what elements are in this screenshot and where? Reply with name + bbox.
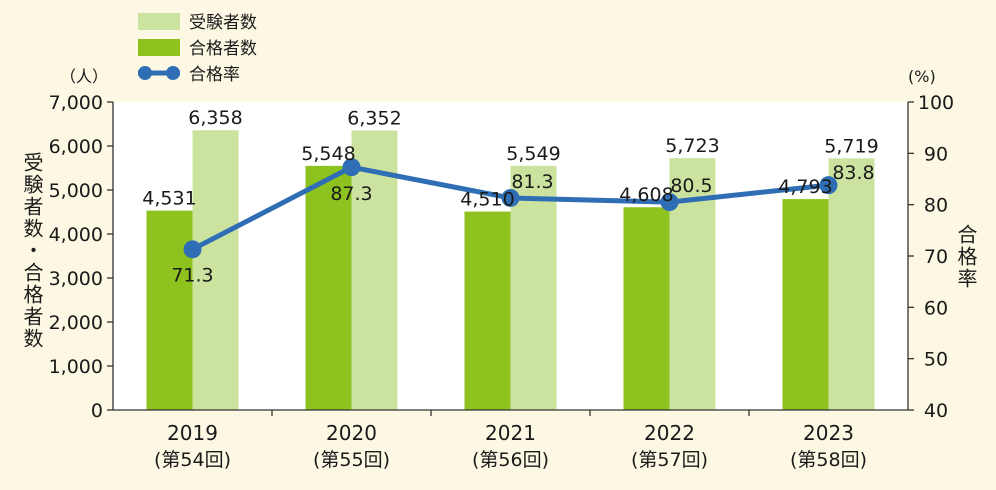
x-tick-label-year: 2019 bbox=[167, 421, 218, 445]
data-label-passers: 4,510 bbox=[460, 189, 514, 211]
right-tick-label: 60 bbox=[924, 297, 948, 319]
pass-rate-marker bbox=[819, 176, 838, 195]
ticks-layer: 0 1,000 2,000 3,000 4,000 5,000 6,000 7,000 40 50… bbox=[49, 92, 955, 471]
data-label-passers: 4,608 bbox=[619, 184, 673, 206]
data-labels-layer: 6,358 4,531 6,352 5,548 5,549 4,510 5,723 4,608… bbox=[142, 107, 878, 286]
right-tick-label: 100 bbox=[918, 92, 954, 114]
legend-label-pass-rate: 合格率 bbox=[189, 65, 240, 85]
left-tick-label: 3,000 bbox=[49, 268, 103, 290]
left-axis-unit: （人） bbox=[60, 67, 108, 86]
left-tick-label: 4,000 bbox=[49, 224, 103, 246]
data-label-passers: 4,793 bbox=[778, 176, 832, 198]
data-label-pass-rate: 81.3 bbox=[511, 171, 553, 193]
x-tick-label-year: 2021 bbox=[485, 421, 536, 445]
pass-rate-marker bbox=[342, 158, 361, 177]
bar-applicants bbox=[510, 165, 557, 410]
x-tick-label-exam: (第58回) bbox=[790, 449, 867, 471]
pass-rate-marker bbox=[183, 240, 202, 259]
x-tick-label-year: 2020 bbox=[326, 421, 377, 445]
bar-applicants bbox=[192, 130, 239, 411]
left-tick-label: 2,000 bbox=[49, 312, 103, 334]
data-label-applicants: 6,358 bbox=[188, 107, 242, 129]
data-label-pass-rate: 83.8 bbox=[832, 162, 874, 184]
legend-swatch-passers bbox=[138, 39, 180, 56]
legend-swatch-applicants bbox=[138, 13, 180, 30]
right-tick-label: 70 bbox=[924, 246, 948, 268]
data-label-applicants: 6,352 bbox=[347, 108, 401, 130]
x-tick-label-year: 2022 bbox=[644, 421, 695, 445]
data-label-passers: 5,548 bbox=[301, 143, 355, 165]
legend-label-applicants: 受験者数 bbox=[189, 13, 257, 33]
right-axis-title: 合格率 bbox=[954, 224, 978, 290]
x-tick-label-year: 2023 bbox=[803, 421, 854, 445]
left-tick-label: 0 bbox=[91, 400, 103, 422]
bar-passers bbox=[782, 199, 829, 410]
right-axis-unit: (%) bbox=[908, 67, 936, 86]
right-tick-label: 80 bbox=[924, 195, 948, 217]
x-tick-label-exam: (第57回) bbox=[631, 449, 708, 471]
left-tick-label: 7,000 bbox=[49, 92, 103, 114]
right-tick-label: 90 bbox=[924, 143, 948, 165]
left-axis-title: 受験者数・合格者数 bbox=[20, 152, 44, 350]
data-label-pass-rate: 87.3 bbox=[330, 183, 372, 205]
bar-passers bbox=[146, 210, 193, 410]
bar-passers bbox=[623, 207, 670, 410]
legend-marker-pass-rate bbox=[138, 66, 152, 80]
data-label-passers: 4,531 bbox=[142, 188, 196, 210]
data-label-applicants: 5,549 bbox=[506, 143, 560, 165]
bar-passers bbox=[464, 211, 511, 410]
data-label-pass-rate: 71.3 bbox=[171, 264, 213, 286]
right-tick-label: 50 bbox=[924, 349, 948, 371]
legend-label-passers: 合格者数 bbox=[189, 39, 257, 59]
legend-marker-pass-rate bbox=[166, 66, 180, 80]
left-tick-label: 5,000 bbox=[49, 180, 103, 202]
x-tick-label-exam: (第54回) bbox=[154, 449, 231, 471]
data-label-pass-rate: 80.5 bbox=[670, 175, 712, 197]
legend: 受験者数 合格者数 合格率 bbox=[138, 13, 257, 85]
right-tick-label: 40 bbox=[924, 400, 948, 422]
left-tick-label: 6,000 bbox=[49, 136, 103, 158]
pass-rate-line-layer bbox=[183, 158, 838, 259]
bar-applicants bbox=[828, 158, 875, 410]
x-tick-label-exam: (第55回) bbox=[313, 449, 390, 471]
pass-rate-marker bbox=[660, 193, 679, 212]
data-label-applicants: 5,723 bbox=[665, 135, 719, 157]
bar-passers bbox=[305, 165, 352, 410]
pass-rate-marker bbox=[501, 188, 520, 207]
data-label-applicants: 5,719 bbox=[824, 135, 878, 157]
left-tick-label: 1,000 bbox=[49, 356, 103, 378]
x-tick-label-exam: (第56回) bbox=[472, 449, 549, 471]
